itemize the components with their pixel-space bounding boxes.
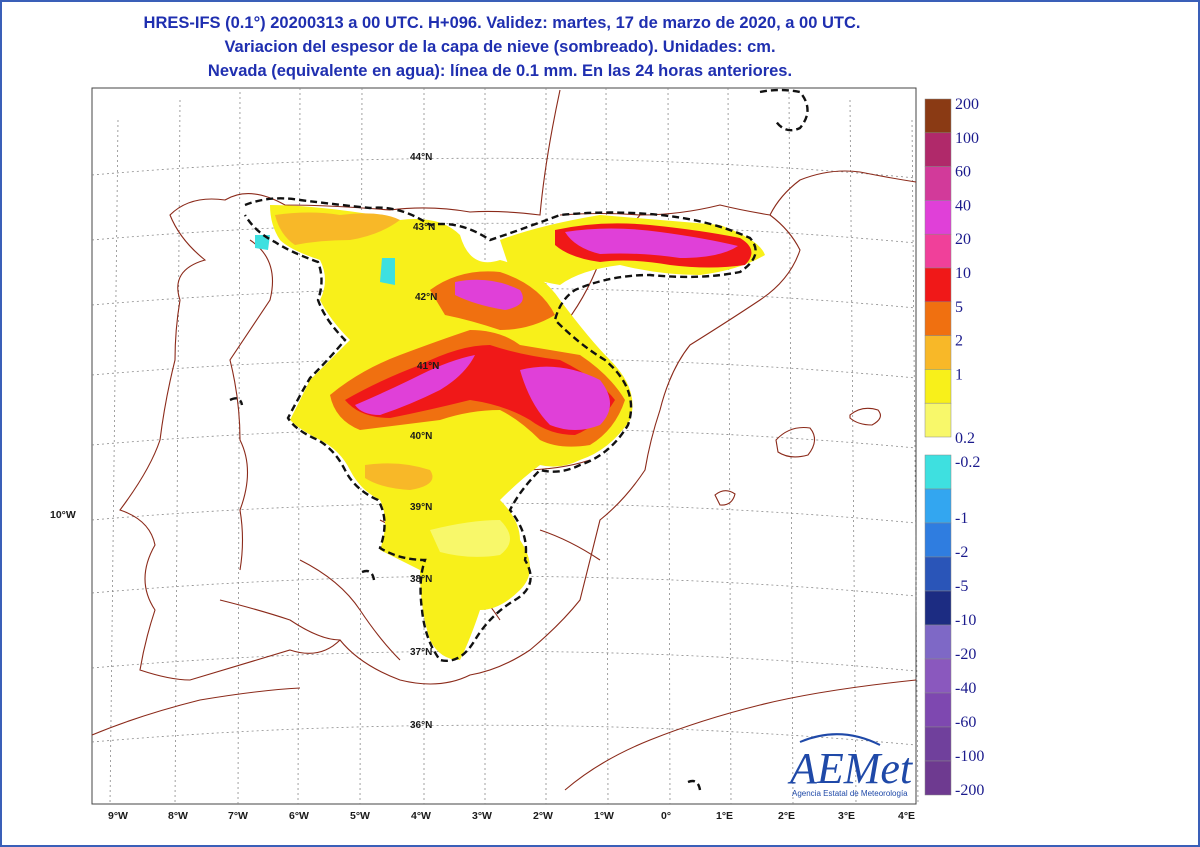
side-lon-label: 10°W (50, 509, 76, 521)
colorbar-swatch (924, 233, 952, 269)
colorbar-label: 2 (955, 333, 963, 350)
lon-label: 9°W (108, 810, 128, 822)
lon-label: 4°W (411, 810, 431, 822)
colorbar-label: -10 (955, 612, 976, 629)
colorbar-label: -1 (955, 510, 968, 527)
colorbar-swatch (924, 760, 952, 796)
logo-subtitle: Agencia Estatal de Meteorología (792, 789, 908, 798)
map-title-line-3: Nevada (equivalente en agua): línea de 0… (207, 62, 793, 80)
logo-swoosh-icon (799, 733, 881, 746)
colorbar-label: 200 (955, 96, 979, 113)
colorbar-label: 100 (955, 130, 979, 147)
colorbar-label: -2 (955, 544, 968, 561)
longitude-labels: 9°W 8°W 7°W 6°W 5°W 4°W 3°W 2°W 1°W 0° 1… (108, 810, 915, 822)
lon-label: 0° (661, 810, 671, 822)
colorbar-label: 60 (955, 164, 971, 181)
logo-text: AEMet (787, 744, 914, 793)
colorbar-label: 5 (955, 299, 963, 316)
colorbar-swatch (924, 98, 952, 134)
colorbar-swatch (924, 301, 952, 336)
lat-label: 40°N (410, 431, 432, 442)
colorbar-swatch (924, 624, 952, 660)
lat-label: 43°N (413, 222, 435, 233)
lat-label: 39°N (410, 502, 432, 513)
colorbar-label: -200 (955, 782, 984, 799)
colorbar-swatch (924, 522, 952, 558)
colorbar-swatch (924, 454, 952, 490)
lon-label: 4°E (898, 810, 915, 822)
colorbar-swatch (924, 166, 952, 201)
colorbar-swatch (924, 556, 952, 592)
colorbar-label: 0.2 (955, 430, 975, 447)
colorbar-swatch (924, 200, 952, 235)
colorbar-label: -0.2 (955, 454, 980, 471)
colorbar-label: 20 (955, 231, 971, 248)
lon-label: 3°E (838, 810, 855, 822)
colorbar-swatch (924, 402, 952, 438)
precip-contour (229, 88, 809, 791)
aemet-logo: AEMet Agencia Estatal de Meteorología (787, 733, 914, 798)
colorbar-swatch (924, 132, 952, 167)
colorbar-label: 1 (955, 366, 963, 383)
map-title-line-2: Variacion del espesor de la capa de niev… (224, 38, 776, 56)
colorbar-swatch (924, 692, 952, 728)
snow-shading (255, 205, 765, 660)
colorbar-swatch (924, 590, 952, 626)
colorbar-swatch (924, 267, 952, 303)
colorbar-label: -100 (955, 748, 984, 765)
lat-label: 41°N (417, 361, 439, 372)
lat-label: 37°N (410, 647, 432, 658)
map-title-line-1: HRES-IFS (0.1°) 20200313 a 00 UTC. H+096… (143, 14, 861, 32)
lon-label: 6°W (289, 810, 309, 822)
lat-label: 42°N (415, 292, 437, 303)
colorbar-label: -60 (955, 714, 976, 731)
lon-label: 7°W (228, 810, 248, 822)
colorbar-swatch (924, 369, 952, 404)
lon-label: 1°E (716, 810, 733, 822)
colorbar: 200 100 60 40 20 10 5 2 1 0.2 -0.2 -1 -2 -5 -10 -20 -40 -… (924, 96, 984, 799)
colorbar-label: -5 (955, 578, 968, 595)
colorbar-label: 10 (955, 265, 971, 282)
lon-label: 1°W (594, 810, 614, 822)
lat-label: 38°N (410, 574, 432, 585)
colorbar-swatch (924, 335, 952, 370)
lon-label: 3°W (472, 810, 492, 822)
colorbar-swatch (924, 658, 952, 694)
lon-label: 8°W (168, 810, 188, 822)
lon-label: 2°W (533, 810, 553, 822)
latitude-labels: 44°N 43°N 42°N 41°N 40°N 39°N 38°N 37°N … (410, 152, 439, 731)
lon-label: 2°E (778, 810, 795, 822)
lat-label: 44°N (410, 152, 432, 163)
lon-label: 5°W (350, 810, 370, 822)
colorbar-label: 40 (955, 197, 971, 214)
colorbar-label: -20 (955, 646, 976, 663)
colorbar-swatch (924, 488, 952, 524)
lat-label: 36°N (410, 720, 432, 731)
colorbar-swatch (924, 726, 952, 762)
colorbar-label: -40 (955, 680, 976, 697)
